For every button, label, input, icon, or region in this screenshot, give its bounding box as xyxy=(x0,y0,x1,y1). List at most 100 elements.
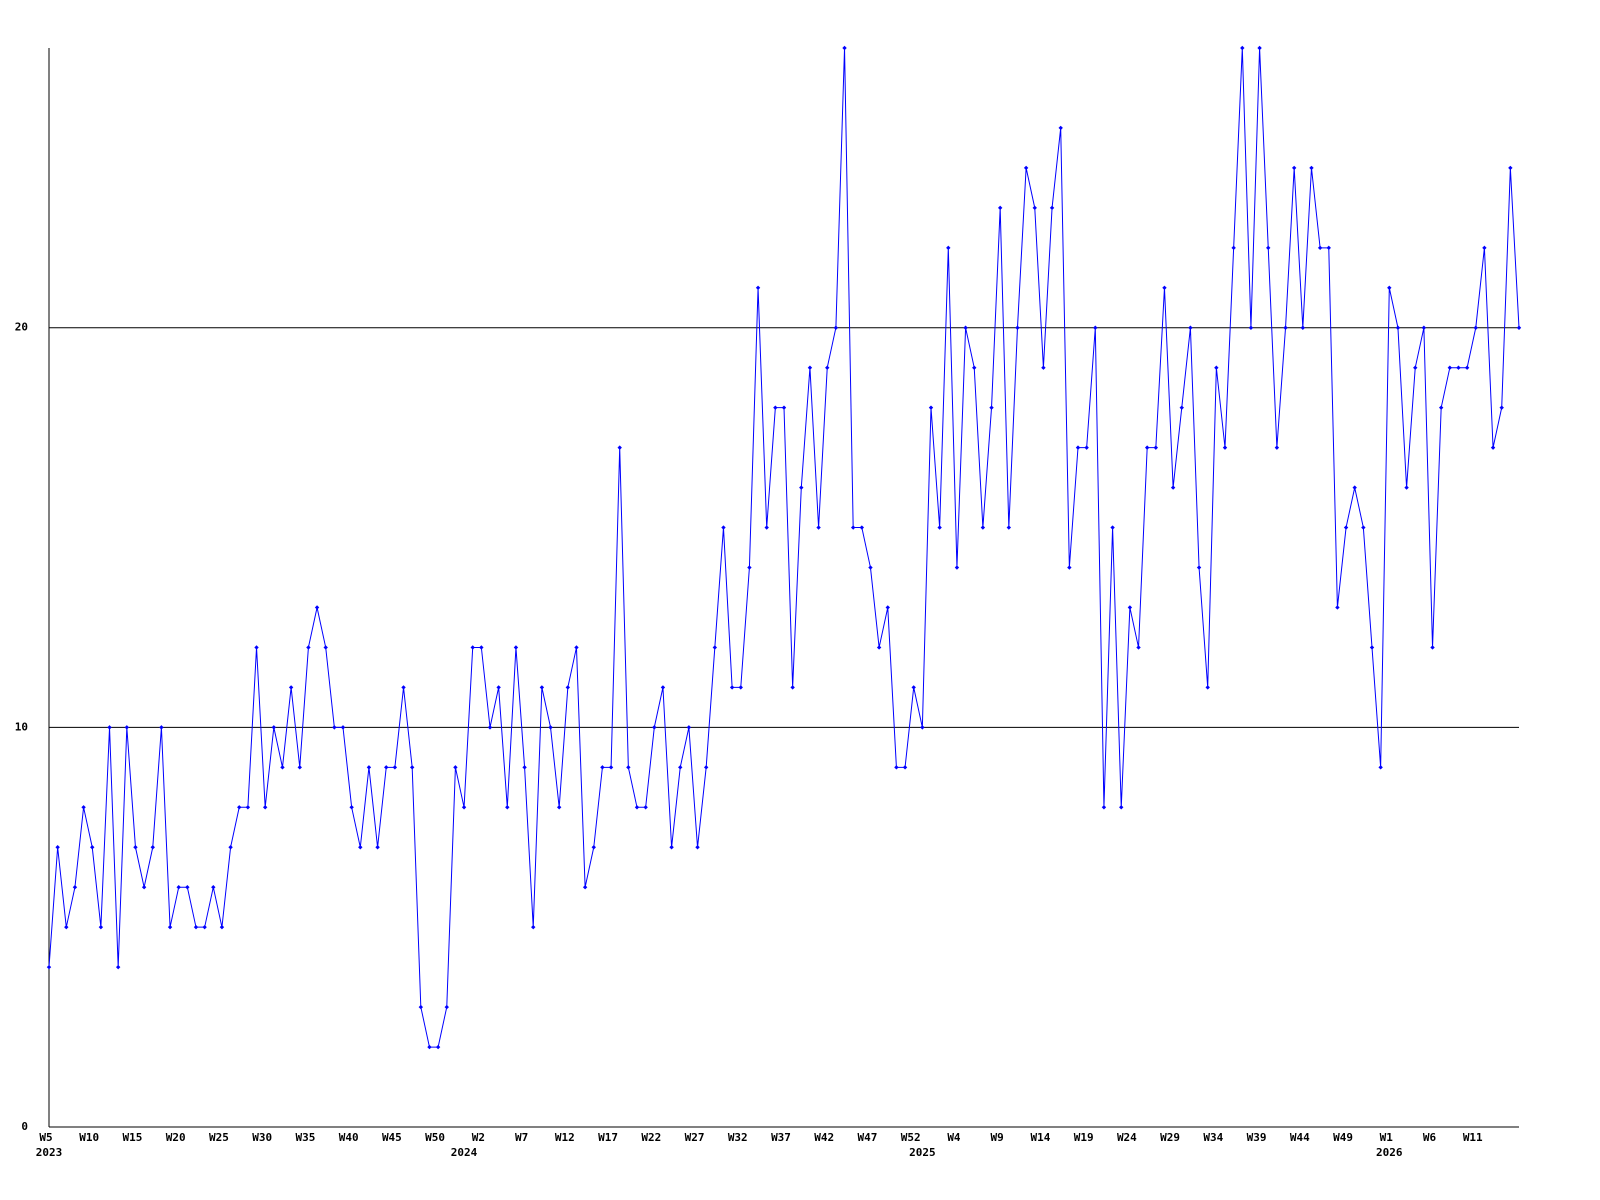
data-point xyxy=(237,805,242,810)
x-tick-label: W50 xyxy=(425,1131,445,1144)
x-tick-label: W30 xyxy=(252,1131,272,1144)
data-line xyxy=(48,47,1520,1048)
data-point xyxy=(1343,525,1349,530)
data-point xyxy=(946,245,951,251)
data-point xyxy=(695,845,700,850)
data-point xyxy=(574,645,579,650)
data-point xyxy=(435,1044,441,1050)
data-point xyxy=(1041,365,1046,370)
data-point xyxy=(1006,525,1012,530)
data-point xyxy=(556,805,562,810)
y-tick-label: 0 xyxy=(21,1120,28,1133)
data-point xyxy=(954,565,960,570)
x-tick-label: W22 xyxy=(641,1131,661,1144)
x-tick-label: W11 xyxy=(1463,1131,1483,1144)
data-point xyxy=(1222,445,1228,450)
data-point xyxy=(1179,405,1184,410)
data-point xyxy=(176,885,181,890)
data-point xyxy=(323,645,328,650)
data-point xyxy=(513,645,519,650)
data-point xyxy=(90,845,95,850)
data-point xyxy=(314,605,320,610)
x-tick-label: W7 xyxy=(515,1131,528,1144)
data-point xyxy=(669,845,674,850)
data-point xyxy=(254,645,259,650)
x-tick-label: W20 xyxy=(166,1131,186,1144)
data-point xyxy=(349,805,354,810)
data-point xyxy=(401,685,406,690)
data-point xyxy=(548,725,553,730)
x-tick-label: W17 xyxy=(598,1131,618,1144)
x-year-label: 2023 xyxy=(36,1146,63,1159)
data-point xyxy=(989,405,994,410)
data-point xyxy=(660,685,666,690)
data-point xyxy=(937,525,942,530)
data-point xyxy=(340,725,346,730)
x-tick-label: W34 xyxy=(1203,1131,1223,1144)
data-point xyxy=(98,924,104,930)
data-point xyxy=(1447,365,1453,370)
data-point xyxy=(1369,645,1375,650)
data-point xyxy=(582,885,588,890)
data-point xyxy=(902,765,908,770)
data-point xyxy=(418,1004,424,1010)
data-point xyxy=(1240,45,1245,51)
data-point xyxy=(894,765,899,770)
data-point xyxy=(1136,645,1141,650)
data-point xyxy=(64,924,69,930)
data-point xyxy=(211,885,216,890)
data-point xyxy=(1482,245,1487,251)
data-point xyxy=(280,765,285,770)
data-point xyxy=(1326,245,1331,251)
data-point xyxy=(764,525,769,530)
x-tick-label: W32 xyxy=(728,1131,748,1144)
data-point xyxy=(505,805,510,810)
data-point xyxy=(1110,525,1115,530)
data-point xyxy=(1309,165,1314,171)
data-point xyxy=(288,685,294,690)
data-point xyxy=(1084,445,1089,450)
data-point xyxy=(150,845,155,850)
data-point xyxy=(124,725,130,730)
data-point xyxy=(1361,525,1366,530)
x-tick-label: W44 xyxy=(1290,1131,1310,1144)
data-point xyxy=(816,525,821,530)
data-point xyxy=(790,685,795,690)
data-point xyxy=(1153,445,1159,450)
data-point xyxy=(1266,245,1271,251)
data-point xyxy=(686,725,692,730)
data-point xyxy=(461,805,467,810)
data-point xyxy=(55,845,60,850)
data-point xyxy=(366,765,372,770)
data-point xyxy=(850,525,856,530)
data-point xyxy=(1499,405,1504,410)
data-point xyxy=(487,725,493,730)
data-point xyxy=(738,685,743,690)
x-tick-label: W29 xyxy=(1160,1131,1180,1144)
data-point xyxy=(1101,805,1107,810)
data-point xyxy=(833,325,839,330)
x-tick-label: W27 xyxy=(685,1131,705,1144)
data-point xyxy=(1300,325,1306,330)
data-point xyxy=(972,365,977,370)
data-point xyxy=(185,885,190,890)
data-point xyxy=(721,525,726,530)
data-point xyxy=(1378,765,1383,770)
data-point xyxy=(479,645,484,650)
data-point xyxy=(444,1004,449,1010)
data-point xyxy=(1283,325,1288,330)
data-point xyxy=(384,765,389,770)
data-point xyxy=(1188,325,1193,330)
x-tick-label: W37 xyxy=(771,1131,791,1144)
data-point xyxy=(81,805,86,810)
data-point xyxy=(634,805,640,810)
x-tick-label: W24 xyxy=(1117,1131,1137,1144)
data-point xyxy=(928,405,934,410)
data-point xyxy=(228,845,233,850)
data-point xyxy=(755,285,761,290)
data-point xyxy=(1214,365,1219,370)
x-tick-label: W40 xyxy=(339,1131,359,1144)
data-point xyxy=(167,924,173,930)
data-point xyxy=(1438,405,1444,410)
